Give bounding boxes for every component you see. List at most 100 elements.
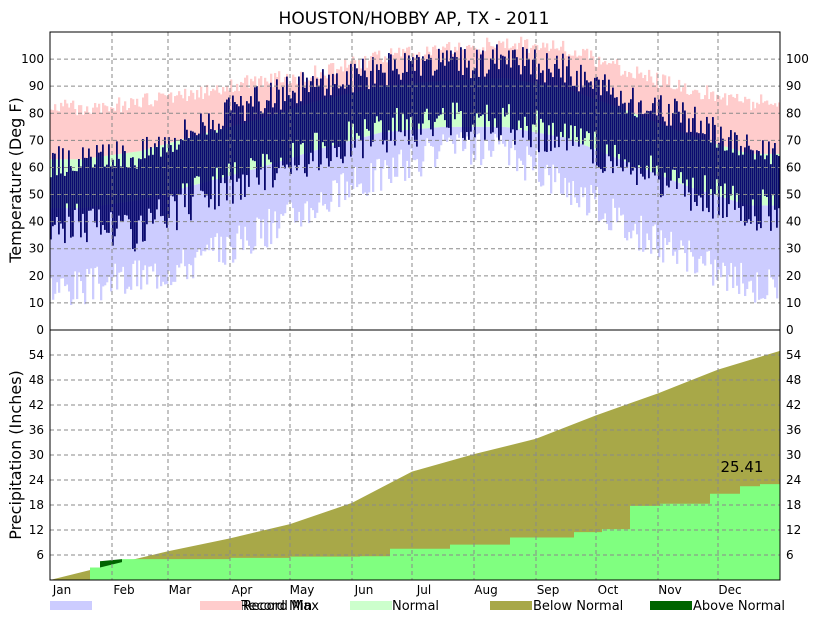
observed-temp-bar: [276, 79, 278, 174]
record-max-bar: [582, 48, 585, 95]
record-max-bar: [216, 85, 219, 131]
record-max-bar: [644, 74, 647, 118]
record-min-bar: [284, 159, 287, 214]
record-max-bar: [466, 45, 469, 80]
observed-temp-bar: [464, 49, 466, 141]
observed-temp-bar: [580, 64, 582, 129]
record-min-bar: [218, 178, 221, 262]
record-min-bar: [358, 138, 361, 185]
observed-temp-bar: [64, 175, 66, 244]
record-max-bar: [222, 86, 225, 129]
record-min-bar: [246, 170, 249, 241]
observed-temp-bar: [576, 70, 578, 138]
record-min-bar: [582, 144, 585, 198]
record-max-bar: [776, 106, 779, 154]
record-max-bar: [462, 49, 465, 80]
observed-temp-bar: [694, 106, 696, 202]
record-max-bar: [112, 108, 115, 155]
observed-temp-bar: [546, 53, 548, 152]
observed-temp-bar: [658, 99, 660, 180]
observed-temp-bar: [370, 70, 372, 147]
observed-temp-bar: [176, 149, 178, 231]
record-min-bar: [66, 208, 69, 285]
observed-temp-bar: [354, 63, 356, 148]
observed-temp-bar: [444, 65, 446, 121]
record-min-bar: [170, 191, 173, 286]
record-min-bar: [754, 205, 757, 303]
observed-temp-bar: [664, 121, 666, 173]
record-min-bar: [678, 182, 681, 251]
precip-tick-label-right: 24: [786, 473, 801, 487]
record-min-bar: [490, 126, 493, 157]
record-min-bar: [330, 145, 333, 202]
record-max-bar: [144, 93, 147, 150]
record-min-bar: [566, 138, 569, 198]
record-max-bar: [60, 102, 63, 160]
observed-temp-bar: [100, 151, 102, 235]
record-min-bar: [668, 178, 671, 243]
record-max-bar: [614, 63, 617, 107]
observed-temp-bar: [696, 132, 698, 206]
record-max-bar: [192, 92, 195, 137]
record-max-bar: [308, 80, 311, 104]
record-min-bar: [622, 160, 625, 215]
record-max-bar: [264, 77, 267, 118]
record-min-bar: [280, 160, 283, 215]
record-max-bar: [592, 56, 595, 99]
temp-tick-label-left: 90: [29, 79, 44, 93]
observed-temp-bar: [228, 97, 230, 164]
record-min-bar: [124, 202, 127, 294]
record-min-bar: [302, 154, 305, 221]
record-min-bar: [244, 171, 247, 227]
record-max-bar: [724, 93, 727, 147]
record-min-bar: [714, 194, 717, 260]
observed-temp-bar: [324, 95, 326, 147]
observed-temp-bar: [362, 58, 364, 159]
temp-tick-label-left: 80: [29, 106, 44, 120]
observed-temp-bar: [554, 63, 556, 148]
record-max-bar: [578, 55, 581, 94]
observed-temp-bar: [522, 47, 524, 138]
record-min-bar: [696, 189, 699, 273]
observed-temp-bar: [602, 79, 604, 173]
precip-tick-label-left: 18: [29, 498, 44, 512]
observed-temp-bar: [596, 76, 598, 166]
record-min-bar: [128, 201, 131, 287]
record-max-bar: [634, 78, 637, 114]
observed-temp-bar: [474, 68, 476, 138]
record-min-bar: [332, 145, 335, 181]
observed-temp-bar: [610, 94, 612, 162]
record-min-bar: [192, 185, 195, 279]
observed-temp-bar: [210, 129, 212, 200]
record-max-bar: [690, 94, 693, 136]
record-min-bar: [72, 208, 75, 300]
record-min-bar: [64, 208, 67, 287]
record-max-bar: [378, 50, 381, 87]
observed-temp-bar: [292, 90, 294, 143]
record-min-bar: [196, 184, 199, 253]
observed-temp-bar: [162, 147, 164, 216]
record-min-bar: [572, 140, 575, 182]
record-min-bar: [356, 138, 359, 188]
record-max-bar: [470, 47, 473, 80]
observed-temp-bar: [560, 77, 562, 132]
observed-temp-bar: [286, 76, 288, 165]
observed-temp-bar: [366, 77, 368, 129]
record-max-bar: [214, 90, 217, 131]
record-min-bar: [734, 201, 737, 267]
record-min-bar: [426, 128, 429, 139]
observed-temp-bar: [774, 142, 776, 210]
record-min-bar: [374, 134, 377, 171]
record-min-bar: [322, 147, 325, 206]
record-max-bar: [78, 105, 81, 160]
observed-temp-bar: [748, 145, 750, 220]
record-min-bar: [770, 205, 773, 278]
record-min-bar: [684, 185, 687, 254]
record-max-bar: [72, 100, 75, 160]
record-min-bar: [396, 130, 399, 177]
record-max-bar: [138, 106, 141, 152]
record-max-bar: [160, 93, 163, 146]
temp-tick-label-left: 60: [29, 160, 44, 174]
record-max-bar: [244, 77, 247, 123]
